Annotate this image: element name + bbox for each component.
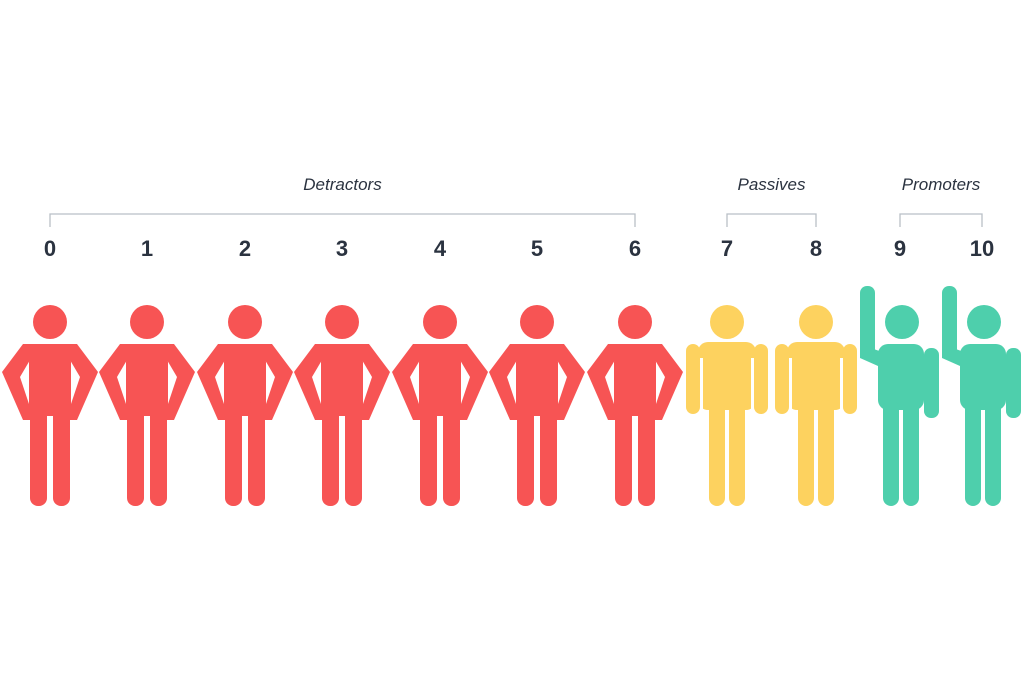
score-label-8: 8	[810, 236, 822, 261]
promoters-bracket	[899, 213, 983, 227]
score-label-1: 1	[141, 236, 153, 261]
score-label-5: 5	[531, 236, 543, 261]
person-standing-icon	[686, 305, 768, 506]
detractors-bracket	[49, 213, 636, 227]
score-label-7: 7	[721, 236, 733, 261]
score-labels: 0 1 2 3 4 5 6 7 8 9 10	[44, 236, 994, 261]
person-hands-on-hips-icon	[99, 305, 195, 506]
person-figures	[2, 286, 1021, 506]
score-label-10: 10	[970, 236, 994, 261]
passives-bracket	[726, 213, 817, 227]
person-hand-raised-icon	[942, 286, 1021, 506]
score-label-6: 6	[629, 236, 641, 261]
passives-label: Passives	[737, 175, 806, 194]
group-brackets	[49, 213, 983, 227]
person-hands-on-hips-icon	[489, 305, 585, 506]
person-hands-on-hips-icon	[392, 305, 488, 506]
score-label-2: 2	[239, 236, 251, 261]
person-hands-on-hips-icon	[587, 305, 683, 506]
detractors-label: Detractors	[303, 175, 382, 194]
promoters-label: Promoters	[902, 175, 981, 194]
group-labels: Detractors Passives Promoters	[303, 175, 980, 194]
person-hand-raised-icon	[860, 286, 939, 506]
score-label-0: 0	[44, 236, 56, 261]
person-hands-on-hips-icon	[197, 305, 293, 506]
score-label-3: 3	[336, 236, 348, 261]
score-label-4: 4	[434, 236, 447, 261]
score-label-9: 9	[894, 236, 906, 261]
person-standing-icon	[775, 305, 857, 506]
person-hands-on-hips-icon	[294, 305, 390, 506]
person-hands-on-hips-icon	[2, 305, 98, 506]
